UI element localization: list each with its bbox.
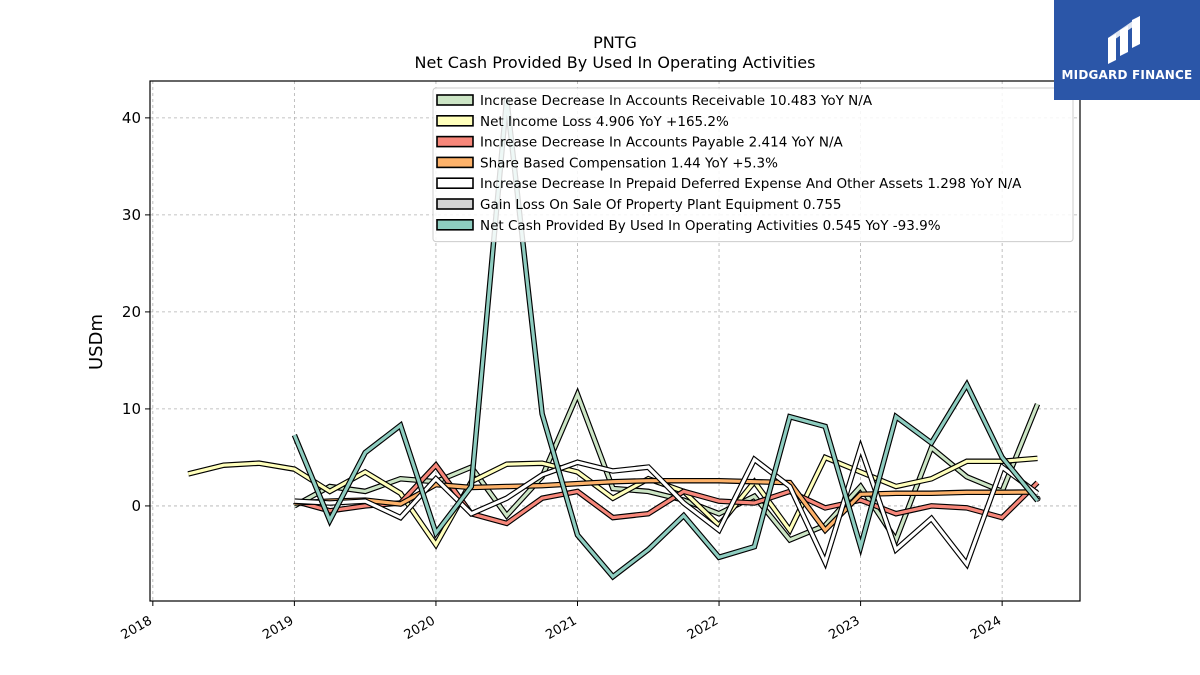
- series-layer: [187, 98, 1041, 581]
- legend-label: Share Based Compensation 1.44 YoY +5.3%: [480, 155, 778, 171]
- legend-swatch: [436, 94, 474, 106]
- x-tick-label: 2018: [119, 613, 155, 643]
- legend-swatch: [436, 135, 474, 148]
- legend: Increase Decrease In Accounts Receivable…: [432, 87, 1074, 243]
- legend-swatch: [436, 219, 474, 231]
- x-tick-label: 2024: [968, 613, 1004, 643]
- series-outline-0: [293, 387, 1041, 546]
- legend-label: Increase Decrease In Accounts Receivable…: [480, 93, 873, 109]
- brand-logo-icon: [1108, 16, 1140, 64]
- y-axis-label: USDm: [86, 314, 107, 370]
- series-line-1: [187, 455, 1038, 548]
- chart-title: PNTG: [593, 33, 637, 52]
- y-tick-label: 10: [122, 400, 141, 418]
- y-tick-label: 40: [122, 109, 141, 127]
- y-tick-label: 30: [122, 206, 141, 224]
- x-tick-label: 2019: [260, 613, 296, 643]
- series-line-4: [294, 442, 1039, 568]
- legend-swatch: [436, 198, 474, 210]
- legend-label: Net Cash Provided By Used In Operating A…: [480, 218, 941, 234]
- y-tick-label: 20: [122, 303, 141, 321]
- plot-frame: [149, 80, 1081, 602]
- chart-subtitle: Net Cash Provided By Used In Operating A…: [415, 53, 816, 72]
- x-tick-label: 2020: [402, 613, 438, 643]
- x-tick-label: 2022: [685, 613, 721, 643]
- x-tick-label: 2021: [543, 613, 579, 643]
- legend-swatch: [436, 115, 474, 127]
- legend-label: Net Income Loss 4.906 YoY +165.2%: [480, 114, 729, 130]
- legend-label: Increase Decrease In Accounts Payable 2.…: [480, 135, 843, 151]
- legend-label: Increase Decrease In Prepaid Deferred Ex…: [480, 176, 1022, 192]
- legend-swatch: [436, 177, 474, 189]
- y-tick-label: 0: [131, 497, 141, 515]
- brand-name: MIDGARD FINANCE: [1061, 68, 1193, 82]
- brand-logo: MIDGARD FINANCE: [1054, 0, 1200, 100]
- legend-swatch: [436, 156, 474, 169]
- series-line-6: [292, 98, 1039, 579]
- legend-label: Gain Loss On Sale Of Property Plant Equi…: [480, 197, 842, 213]
- x-tick-label: 2023: [826, 613, 862, 643]
- legend-box: [432, 87, 1074, 243]
